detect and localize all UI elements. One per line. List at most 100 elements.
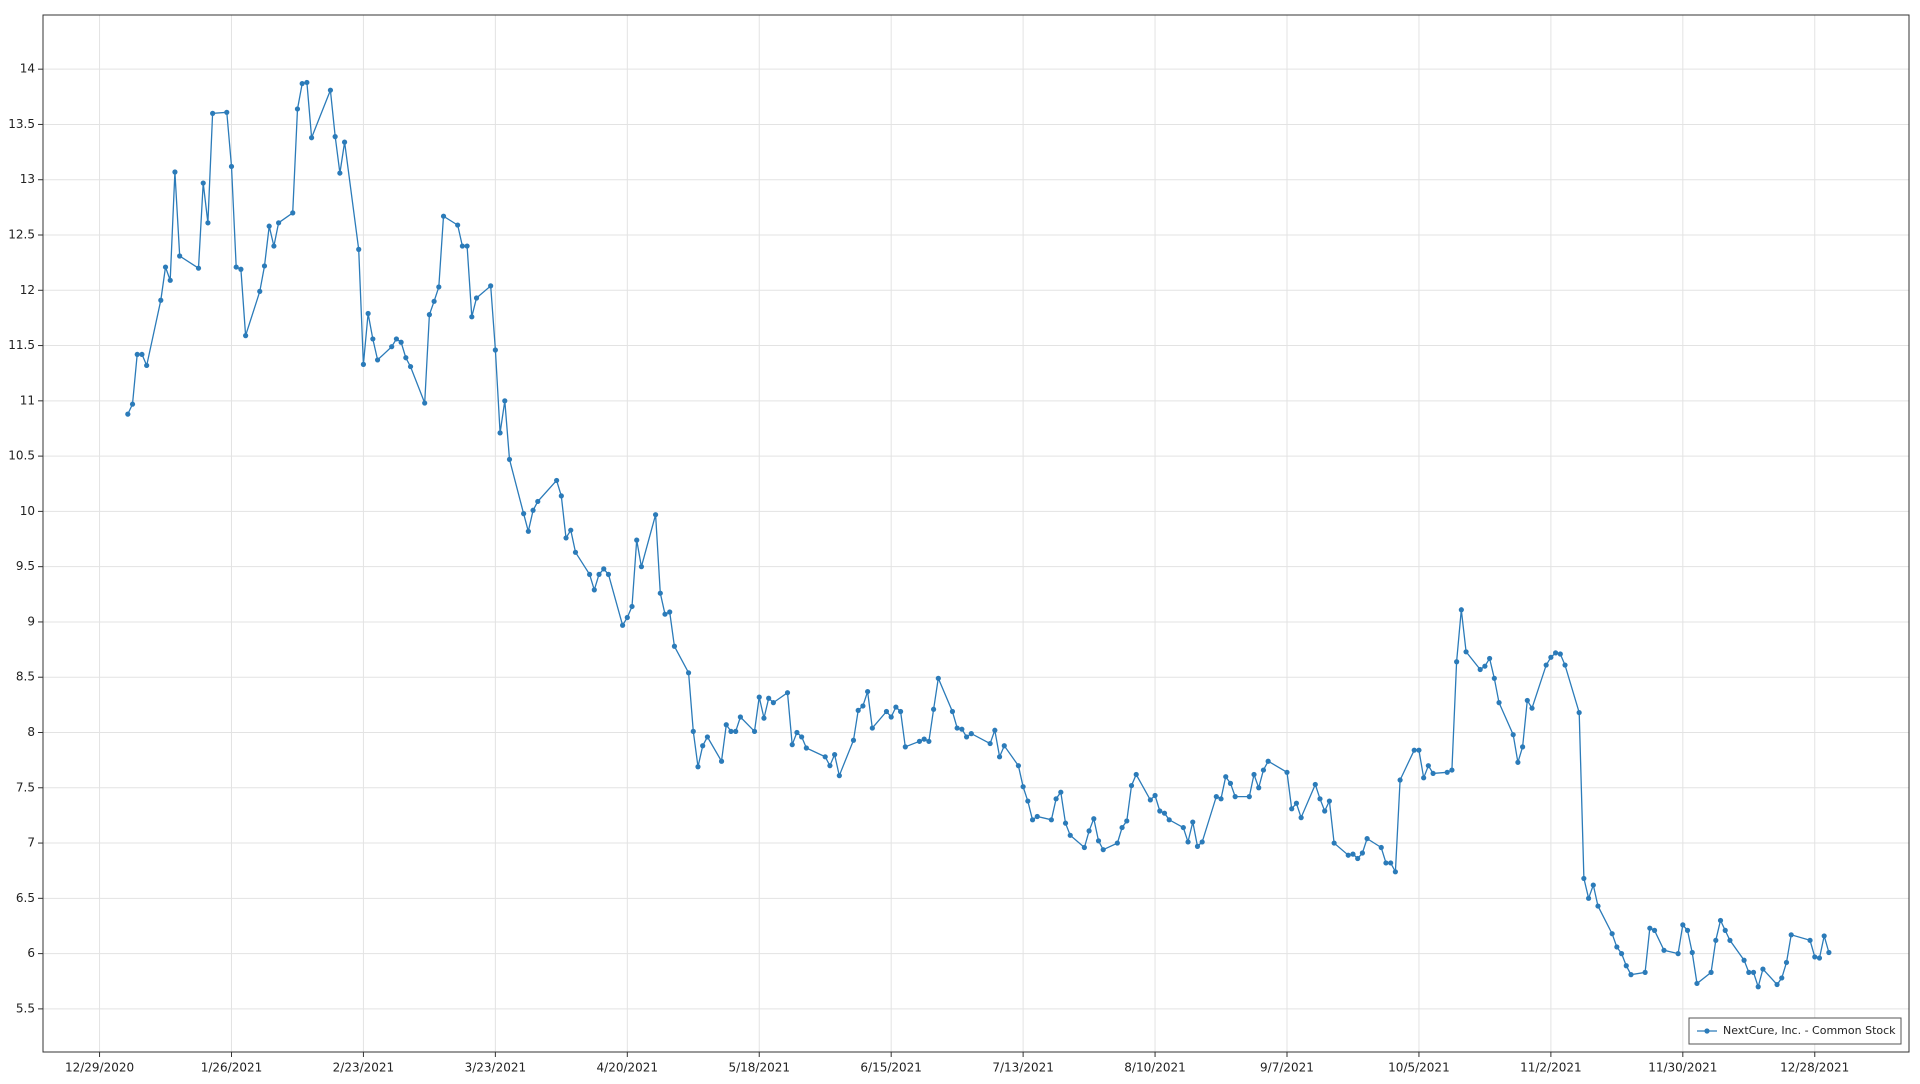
y-tick-label: 6.5 <box>16 891 35 905</box>
point <box>1152 792 1158 799</box>
x-tick-label: 12/29/2020 <box>65 1061 134 1075</box>
x-tick-label: 11/2/2021 <box>1520 1061 1582 1075</box>
point <box>535 498 541 505</box>
point <box>671 643 678 649</box>
point <box>1355 855 1361 862</box>
point <box>638 564 645 570</box>
legend-box <box>1688 1017 1902 1045</box>
point <box>1562 662 1568 668</box>
point <box>1425 763 1431 769</box>
point <box>751 728 758 734</box>
point <box>1020 784 1026 790</box>
point <box>756 694 762 700</box>
point <box>619 622 626 628</box>
point <box>228 163 235 170</box>
point <box>568 527 574 533</box>
point <box>1048 817 1054 823</box>
point <box>1086 828 1092 834</box>
point <box>1029 817 1036 823</box>
point <box>1015 763 1022 769</box>
point <box>497 430 503 436</box>
y-tick-label: 12.5 <box>8 228 35 242</box>
point <box>558 493 564 499</box>
point <box>1779 975 1785 981</box>
point <box>1821 933 1827 939</box>
x-tick-label: 5/18/2021 <box>728 1061 790 1075</box>
point <box>502 398 508 404</box>
point <box>1166 817 1172 823</box>
point <box>1826 949 1832 956</box>
y-tick-label: 13 <box>20 172 35 186</box>
point <box>605 571 612 578</box>
point <box>949 708 956 715</box>
point <box>766 695 772 701</box>
point <box>1260 767 1267 773</box>
point <box>1001 743 1007 749</box>
point <box>224 109 230 115</box>
point <box>1449 767 1455 773</box>
point <box>1741 957 1747 963</box>
point <box>1454 659 1460 665</box>
point <box>257 288 263 294</box>
point <box>1618 951 1625 957</box>
point <box>1623 963 1629 969</box>
point <box>1397 777 1403 783</box>
point <box>1816 955 1823 961</box>
point <box>1713 937 1719 943</box>
point <box>1218 796 1224 802</box>
point <box>1515 759 1521 765</box>
y-tick-label: 11.5 <box>8 338 35 352</box>
point <box>266 223 272 229</box>
point <box>1524 697 1530 704</box>
point <box>855 707 861 713</box>
point <box>898 708 904 715</box>
plot-frame <box>42 14 1910 1053</box>
point <box>492 347 498 353</box>
point <box>1383 860 1389 866</box>
point <box>1529 705 1535 711</box>
point <box>407 363 414 370</box>
point <box>916 738 923 744</box>
point <box>1680 922 1686 928</box>
point <box>365 310 371 317</box>
x-tick-label: 11/30/2021 <box>1648 1061 1717 1075</box>
point <box>657 590 663 596</box>
point <box>172 169 178 175</box>
point <box>554 477 560 484</box>
point <box>1293 800 1300 806</box>
point <box>1510 732 1516 738</box>
point <box>1190 819 1196 825</box>
point <box>422 400 428 406</box>
point <box>954 725 960 731</box>
point <box>459 243 465 249</box>
point <box>803 745 809 751</box>
point <box>464 243 470 249</box>
point <box>356 246 362 252</box>
point <box>1416 747 1422 753</box>
point <box>1289 806 1295 812</box>
point <box>506 456 513 463</box>
point <box>1609 931 1615 937</box>
point <box>426 312 432 318</box>
point <box>1444 769 1450 775</box>
point <box>341 139 348 145</box>
point <box>836 773 842 779</box>
point <box>276 220 282 226</box>
point <box>1788 932 1794 938</box>
point <box>1708 969 1714 976</box>
point <box>1746 969 1752 976</box>
point <box>1585 895 1592 901</box>
point <box>436 284 442 290</box>
point <box>440 213 447 219</box>
point <box>332 134 338 140</box>
point <box>1062 820 1069 826</box>
point <box>1119 824 1125 831</box>
point <box>723 722 729 728</box>
point <box>690 728 696 734</box>
point <box>1647 925 1653 931</box>
point <box>587 571 593 578</box>
point <box>794 729 800 736</box>
y-tick-label: 5.5 <box>16 1001 35 1015</box>
point <box>1147 797 1153 803</box>
